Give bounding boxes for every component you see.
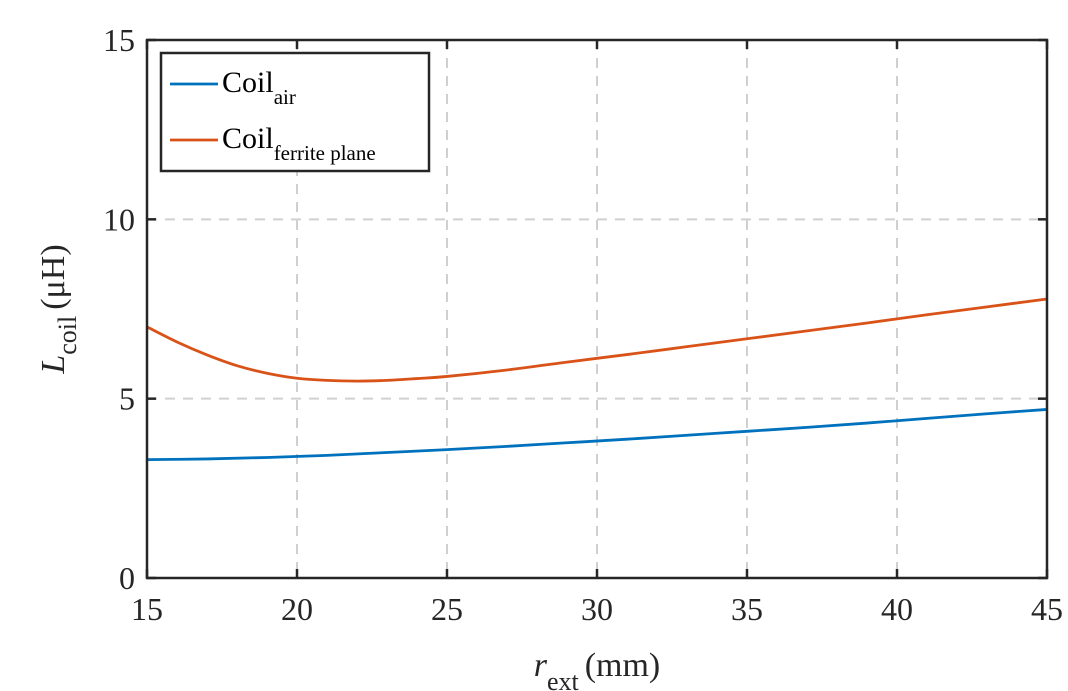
legend-entry-main: Coil: [222, 122, 274, 155]
x-tick-label: 45: [1031, 591, 1063, 627]
x-tick-label: 40: [881, 591, 913, 627]
legend-box: [159, 51, 431, 173]
x-tick-label: 35: [731, 591, 763, 627]
tick-marks: [145, 38, 1049, 580]
x-axis-label-sub: ext: [547, 667, 580, 691]
x-axis-label-main: r: [534, 647, 548, 684]
y-tick-label: 0: [119, 560, 135, 596]
tick-labels: 15 20 25 30 35 40 45 0 5 10 15: [103, 22, 1063, 627]
legend-entry: Coilferrite plane: [222, 122, 376, 165]
x-axis-label: rext (mm): [534, 647, 661, 691]
legend-entry-sub: ferrite plane: [274, 141, 376, 165]
legend-entry-main: Coil: [222, 66, 274, 99]
legend-entry: Coilair: [222, 66, 296, 109]
x-tick-label: 15: [131, 591, 163, 627]
y-axis-label-sub: coil: [53, 316, 82, 355]
series-layer: [146, 297, 1048, 462]
grid-lines: [147, 40, 1047, 578]
y-axis-label: Lcoil (μH): [35, 244, 82, 374]
y-tick-label: 15: [103, 22, 135, 58]
y-axis-label-unit: (μH): [35, 244, 72, 309]
y-axis-label-main: L: [35, 355, 72, 375]
y-tick-label: 5: [119, 381, 135, 417]
x-tick-label: 20: [281, 591, 313, 627]
series-line-coil-ferrite-plane: [146, 297, 1048, 383]
x-tick-label: 25: [431, 591, 463, 627]
x-axis-label-unit: (mm): [585, 647, 661, 684]
legend-entry-sub: air: [274, 85, 296, 109]
y-tick-label: 10: [103, 201, 135, 237]
series-line-coil-air: [146, 408, 1048, 462]
x-tick-label: 30: [581, 591, 613, 627]
